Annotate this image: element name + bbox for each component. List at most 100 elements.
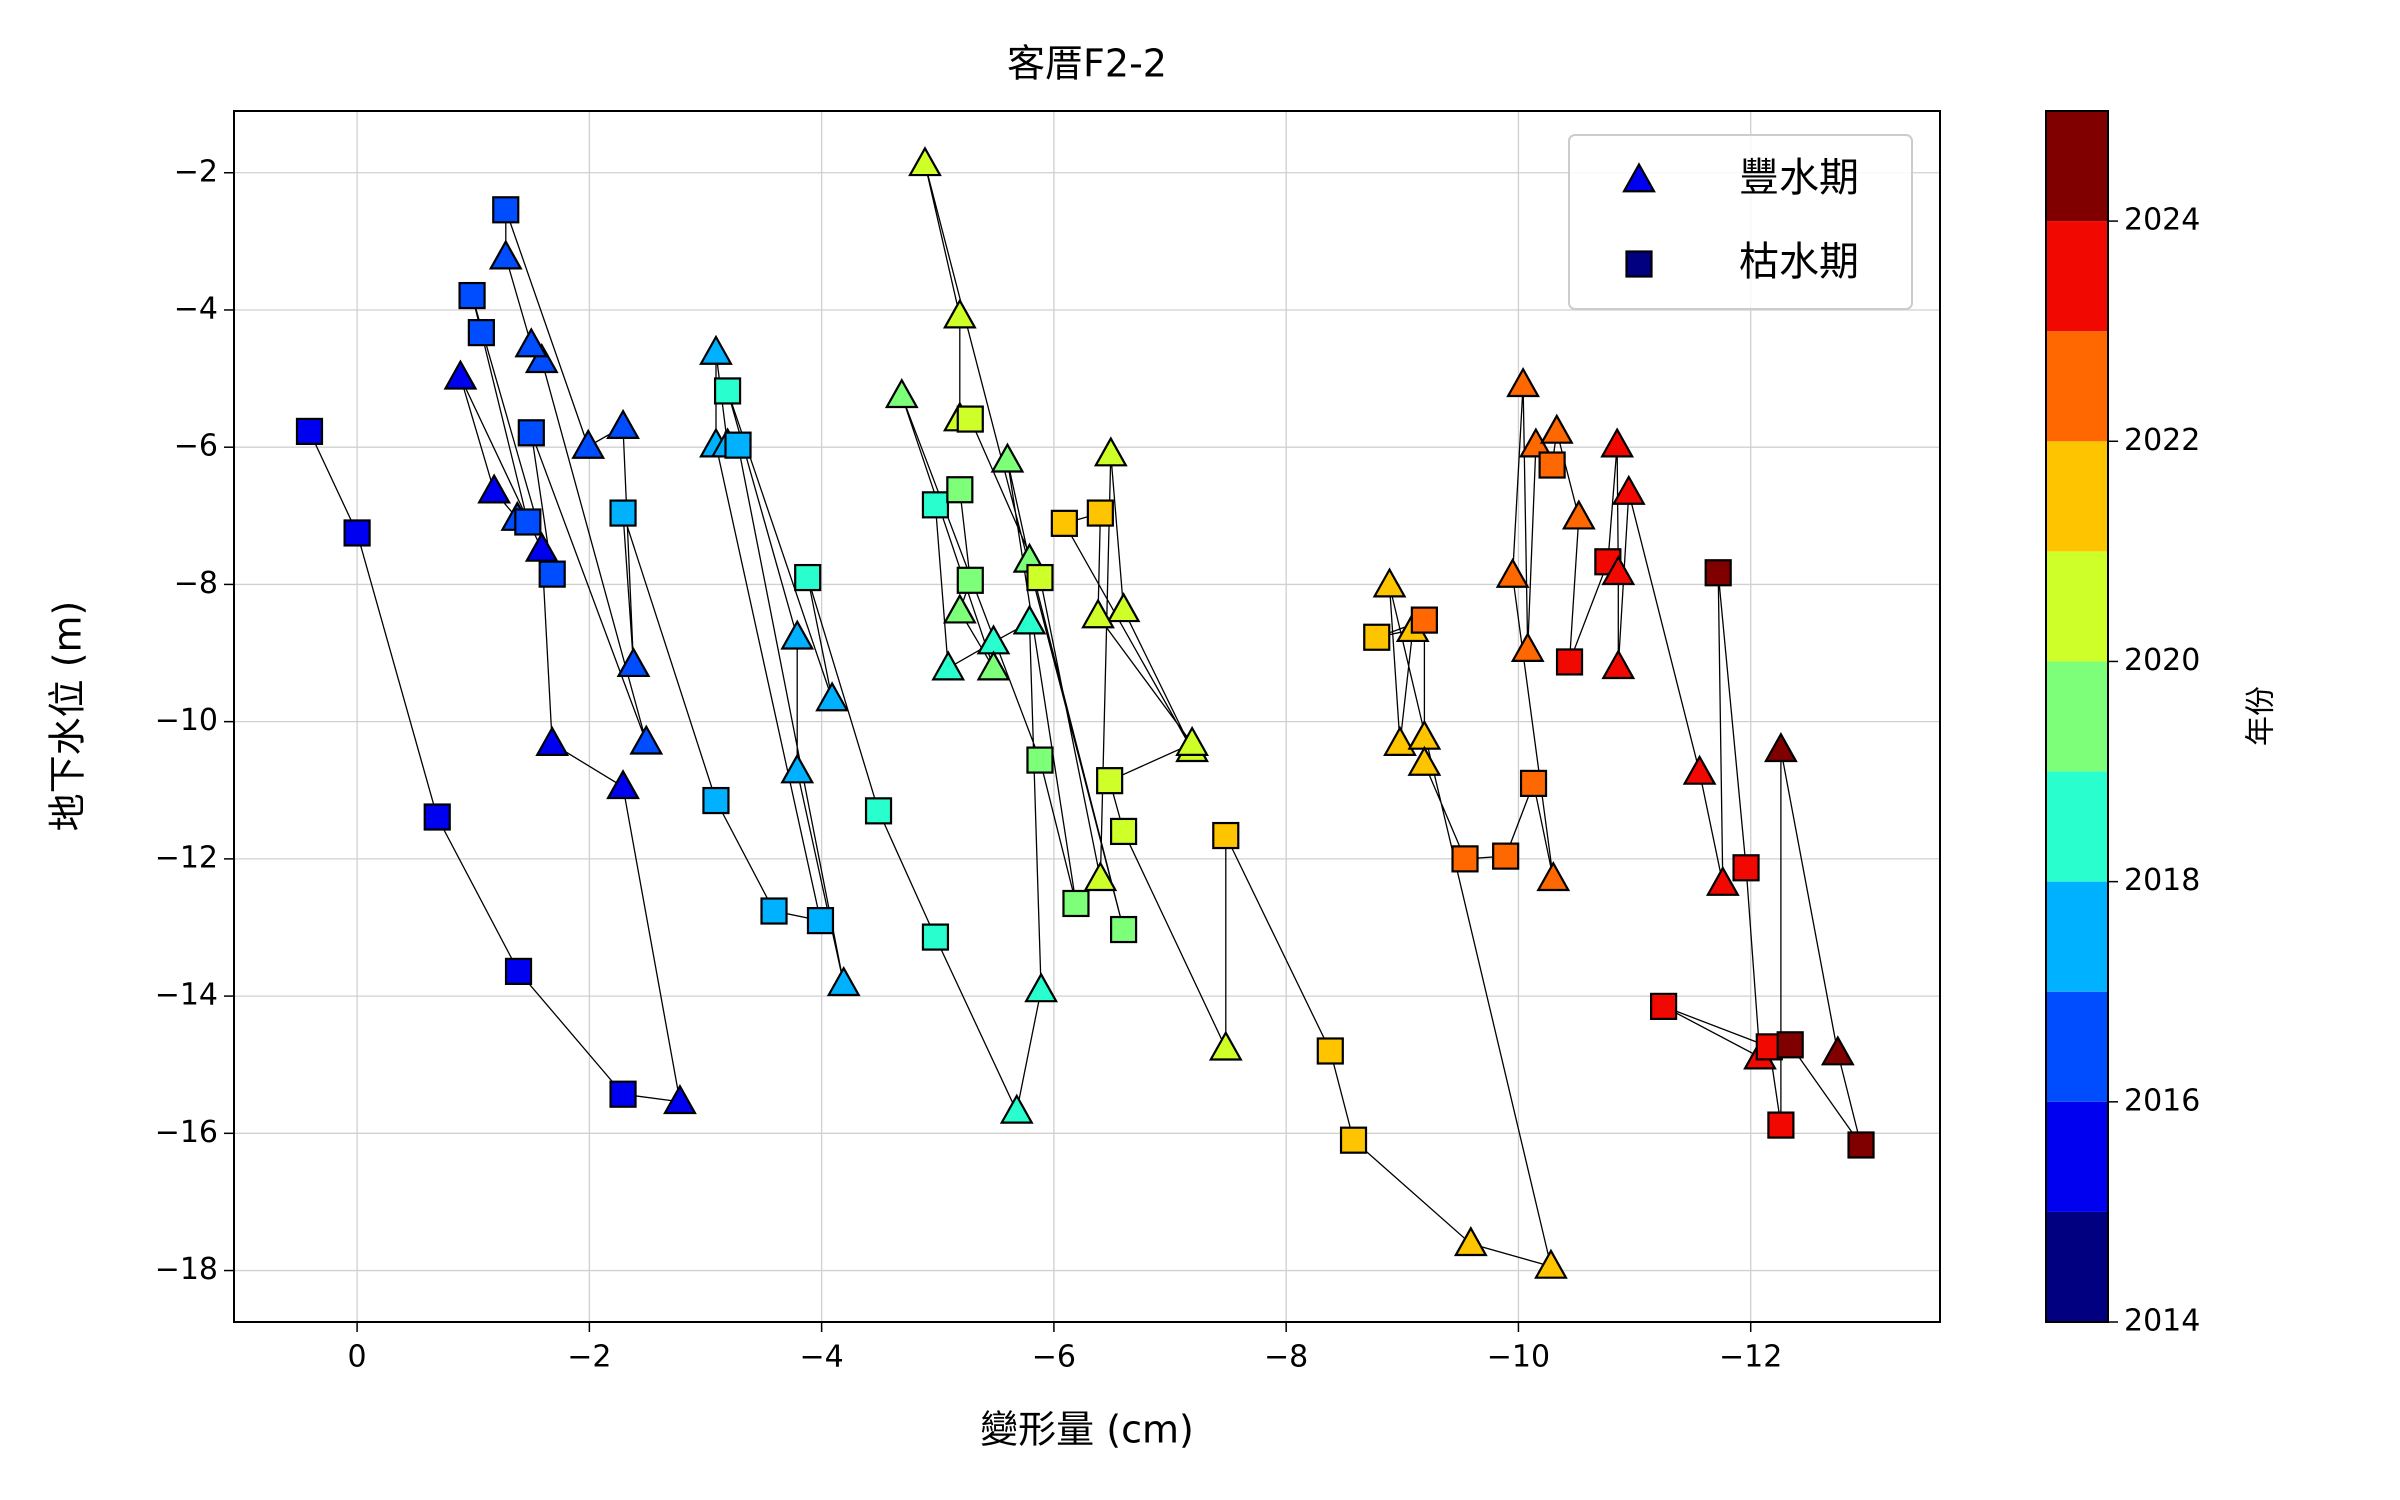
point [780,753,815,784]
point [921,491,950,519]
point [629,724,664,755]
y-tick-label: −16 [155,1115,218,1150]
point [1026,563,1054,592]
point [1519,769,1548,797]
point [1732,854,1760,882]
point [443,359,478,390]
point [1106,592,1141,623]
x-tick-label: 0 [348,1340,367,1375]
point [467,319,495,347]
point [524,342,559,374]
point [942,593,977,624]
point [1096,767,1124,795]
point [517,419,545,447]
point [1083,861,1118,892]
colorbar-tick-label: 2022 [2124,423,2200,458]
point [1451,845,1479,873]
y-tick-label: −12 [155,840,218,875]
x-tick-label: −2 [567,1340,611,1375]
colorbar-segment [2046,1211,2108,1322]
point [794,563,822,592]
point [815,681,849,712]
y-tick-label: −14 [155,978,218,1013]
colorbar-segment [2046,331,2108,442]
point [864,797,893,825]
point [1093,436,1128,467]
point [609,499,637,527]
point [921,923,950,951]
point [1109,817,1138,846]
point [571,428,606,459]
plot-frame [233,110,1941,1323]
point [492,196,520,224]
colorbar-tick-label: 2024 [2124,203,2200,238]
point [1555,648,1584,676]
point [956,405,984,433]
point [1212,821,1240,850]
point [724,431,752,459]
point [999,1093,1034,1124]
point [535,725,570,756]
point [1510,631,1545,662]
point [1776,1031,1804,1059]
point [488,239,523,270]
point [1601,555,1636,586]
point [606,769,640,800]
x-tick-label: −8 [1264,1340,1308,1375]
point [1062,889,1090,918]
point [1611,474,1646,505]
point [1372,567,1407,598]
point [1316,1037,1344,1065]
y-tick-label: −2 [174,154,218,189]
point [702,786,730,815]
x-tick-label: −12 [1719,1340,1782,1375]
point [1534,1248,1568,1279]
point [946,476,974,504]
point [699,334,733,365]
colorbar-segment [2046,221,2108,332]
point [1407,719,1442,750]
point [884,377,919,409]
point [343,519,371,547]
point [514,508,542,536]
legend-box [1568,134,1913,310]
point [1024,972,1059,1003]
legend-label: 豐水期 [1739,155,1859,201]
colorbar-frame [2045,110,2109,1323]
point [1704,559,1732,587]
point [956,566,984,594]
point [1109,915,1138,944]
colorbar-segment [2046,1101,2108,1212]
x-axis-label: 變形量 (cm) [980,1408,1194,1452]
point [1539,413,1574,444]
point [1764,732,1798,763]
point [990,442,1025,473]
point [806,907,835,935]
point [780,619,815,650]
point [1407,745,1442,776]
legend-marker [1625,250,1653,278]
point [295,417,324,446]
point [458,281,486,310]
point [1339,1126,1368,1154]
trend-line [308,163,1862,1268]
colorbar-segment [2046,991,2108,1102]
point [942,298,977,329]
colorbar-segment [2046,441,2108,552]
point [1050,509,1078,537]
colorbar-segment [2046,881,2108,992]
x-tick-label: −6 [1032,1340,1076,1375]
point [1383,725,1417,756]
point [760,897,788,925]
point [538,560,566,588]
point [826,965,861,997]
point [524,531,559,562]
point [1601,649,1636,680]
point [1175,725,1209,756]
point [976,624,1011,655]
point [1682,754,1717,785]
point [908,146,942,177]
colorbar-label: 年份 [2244,686,2279,746]
point [931,650,966,681]
